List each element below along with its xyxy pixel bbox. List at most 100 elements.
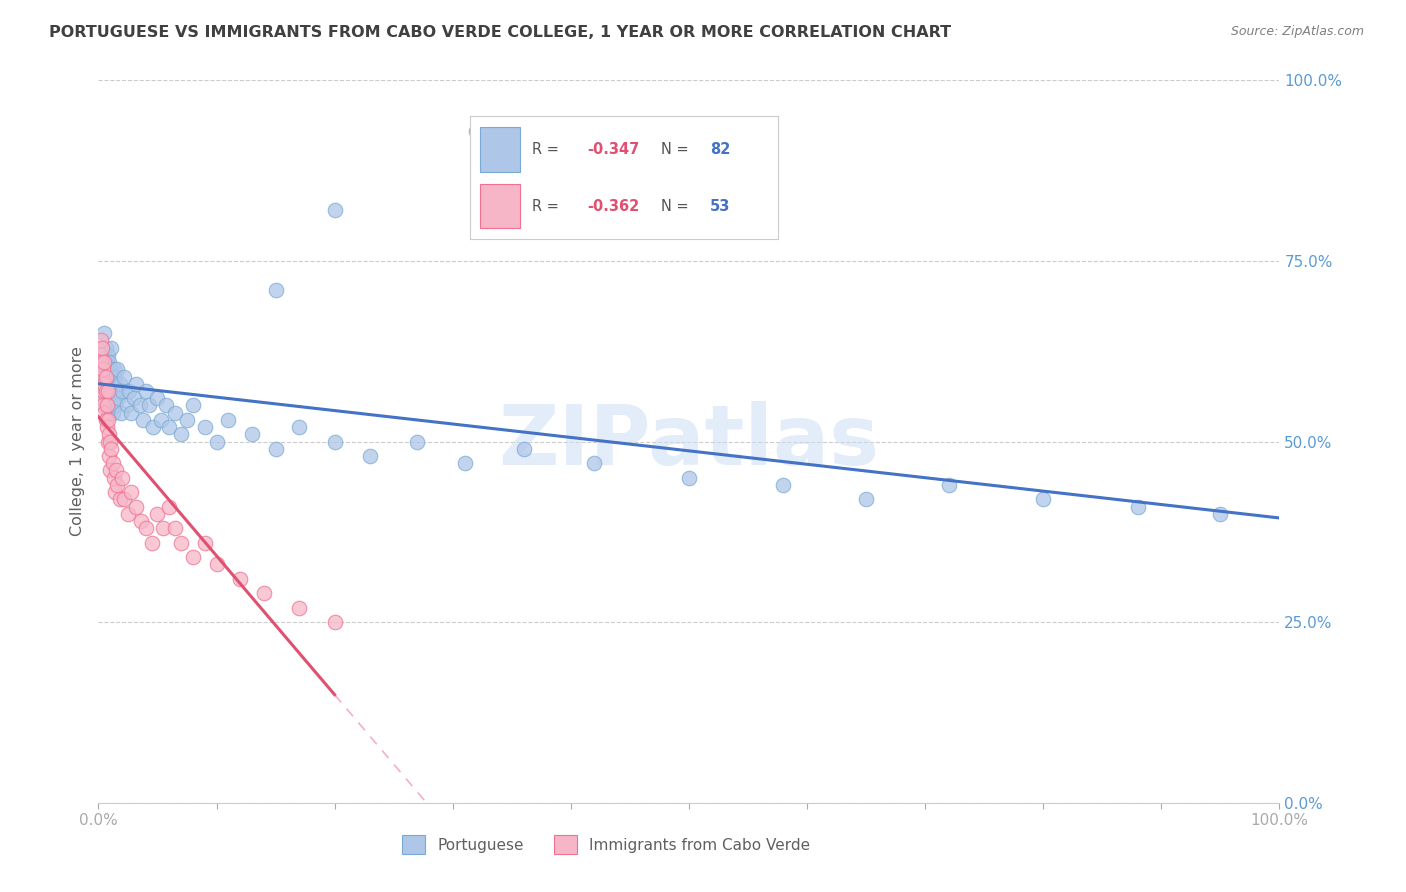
- Point: [141, 535, 163, 549]
- Point: [112, 369, 135, 384]
- Point: [146, 507, 169, 521]
- Point: [855, 492, 877, 507]
- Point: [98, 355, 121, 369]
- Point: [98, 384, 121, 398]
- Point: [152, 521, 174, 535]
- Point: [129, 514, 152, 528]
- Point: [96, 420, 118, 434]
- Point: [135, 521, 157, 535]
- Point: [157, 420, 180, 434]
- Point: [157, 500, 180, 514]
- Point: [100, 442, 122, 456]
- Point: [240, 427, 263, 442]
- Point: [122, 391, 145, 405]
- Point: [288, 420, 311, 434]
- Point: [97, 348, 120, 362]
- Point: [94, 384, 117, 398]
- Point: [105, 362, 128, 376]
- Point: [98, 369, 121, 384]
- Point: [121, 485, 143, 500]
- Point: [91, 355, 114, 369]
- Point: [90, 376, 112, 391]
- Point: [96, 355, 118, 369]
- Point: [170, 535, 193, 549]
- Point: [101, 456, 124, 470]
- Point: [103, 391, 125, 405]
- Text: Source: ZipAtlas.com: Source: ZipAtlas.com: [1230, 25, 1364, 38]
- Point: [288, 600, 311, 615]
- Point: [96, 398, 118, 412]
- Point: [90, 341, 112, 355]
- Point: [105, 384, 128, 398]
- Point: [97, 369, 120, 384]
- Point: [110, 406, 132, 420]
- Point: [205, 434, 228, 449]
- Point: [100, 341, 122, 355]
- Point: [94, 384, 117, 398]
- Point: [104, 398, 127, 412]
- Point: [91, 369, 114, 384]
- Point: [107, 391, 129, 405]
- Point: [98, 427, 121, 442]
- Point: [264, 283, 287, 297]
- Point: [121, 406, 143, 420]
- Point: [108, 492, 131, 507]
- Point: [111, 470, 134, 484]
- Point: [97, 384, 120, 398]
- Point: [91, 398, 114, 412]
- Point: [165, 406, 187, 420]
- Point: [98, 398, 121, 412]
- Point: [96, 362, 118, 376]
- Point: [103, 362, 125, 376]
- Point: [98, 463, 121, 477]
- Point: [181, 550, 204, 565]
- Point: [97, 434, 120, 449]
- Point: [125, 376, 148, 391]
- Point: [105, 478, 128, 492]
- Point: [125, 500, 148, 514]
- Point: [93, 362, 115, 376]
- Point: [115, 398, 138, 412]
- Point: [146, 391, 169, 405]
- Point: [205, 558, 228, 572]
- Point: [194, 535, 217, 549]
- Point: [194, 420, 217, 434]
- Point: [93, 406, 115, 420]
- Point: [142, 420, 165, 434]
- Point: [98, 434, 121, 449]
- Point: [938, 478, 960, 492]
- Point: [91, 391, 114, 405]
- Point: [94, 341, 117, 355]
- Point: [323, 434, 346, 449]
- Point: [170, 427, 193, 442]
- Point: [104, 485, 127, 500]
- Point: [94, 369, 117, 384]
- Point: [132, 413, 155, 427]
- Point: [323, 203, 346, 218]
- Point: [359, 449, 381, 463]
- Point: [93, 369, 115, 384]
- Point: [98, 391, 121, 405]
- Point: [94, 413, 117, 427]
- Point: [105, 463, 128, 477]
- Point: [112, 492, 135, 507]
- Point: [264, 442, 287, 456]
- Point: [89, 348, 111, 362]
- Point: [165, 521, 187, 535]
- Point: [104, 369, 127, 384]
- Point: [91, 384, 114, 398]
- Point: [103, 470, 125, 484]
- Point: [772, 478, 794, 492]
- Point: [1032, 492, 1054, 507]
- Point: [91, 362, 114, 376]
- Point: [90, 355, 112, 369]
- Point: [93, 398, 115, 412]
- Y-axis label: College, 1 year or more: College, 1 year or more: [69, 347, 84, 536]
- Point: [181, 398, 204, 412]
- Point: [98, 362, 121, 376]
- Point: [453, 456, 475, 470]
- Point: [108, 376, 131, 391]
- Point: [101, 384, 124, 398]
- Legend: Portuguese, Immigrants from Cabo Verde: Portuguese, Immigrants from Cabo Verde: [396, 830, 817, 860]
- Point: [89, 362, 111, 376]
